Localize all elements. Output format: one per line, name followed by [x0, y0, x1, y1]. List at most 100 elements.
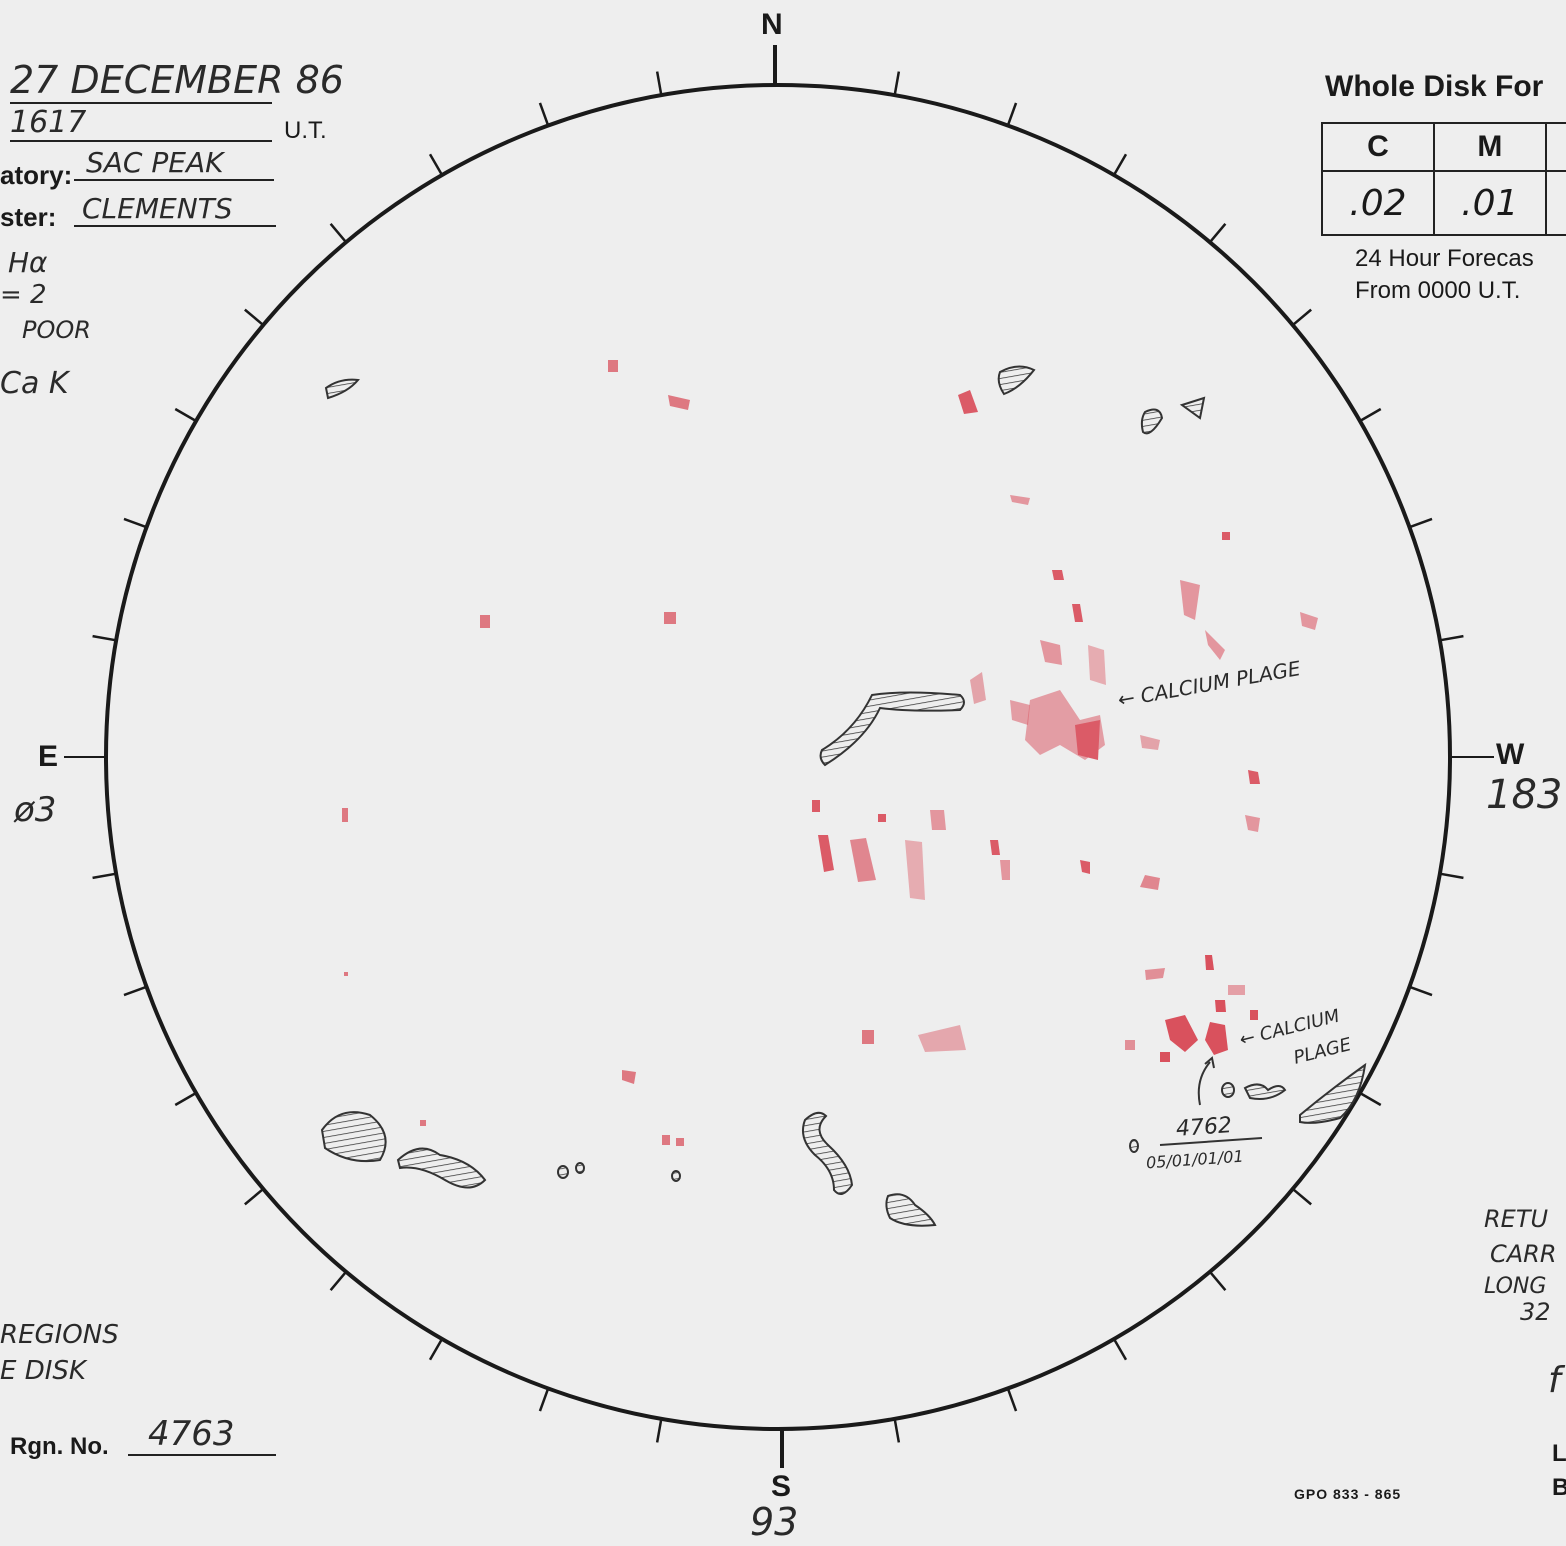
forecast-col-c: C — [1321, 122, 1435, 172]
limb-tick — [1208, 1270, 1227, 1291]
limb-tick — [1006, 102, 1018, 126]
spot-2 — [1243, 1083, 1287, 1100]
limb-tick — [329, 1270, 348, 1291]
right-note-line4: 32 — [1520, 1298, 1551, 1326]
limb-tick — [329, 223, 348, 244]
compass-north: N — [761, 8, 783, 41]
observation-line-cak: Ca K — [0, 366, 69, 401]
filament-southeast-1 — [320, 1111, 387, 1163]
filament-northeast — [324, 378, 360, 400]
limb-tick — [92, 634, 117, 642]
observation-line-seeing: = 2 — [0, 280, 47, 310]
limb-tick — [655, 1418, 663, 1443]
spot-1 — [1221, 1082, 1235, 1098]
plage-group-center — [812, 800, 1090, 900]
compass-west: W — [1496, 738, 1525, 771]
right-letter-1: L — [1552, 1440, 1566, 1467]
observatory-label: atory: — [0, 160, 73, 190]
region-number-form-field: 4763 — [128, 1414, 276, 1456]
filament-north-3 — [1179, 396, 1206, 420]
forecaster-label: ster: — [0, 202, 57, 232]
limb-tick — [1359, 407, 1382, 423]
limb-tick — [244, 308, 265, 327]
regions-note-line2: E DISK — [0, 1356, 86, 1386]
limb-tick — [1409, 517, 1433, 529]
filament-central — [819, 691, 965, 767]
limb-tick — [538, 1388, 550, 1412]
west-longitude: 183 — [1486, 772, 1563, 818]
limb-tick — [893, 71, 901, 96]
region-number-form-label: Rgn. No. — [10, 1433, 109, 1460]
limb-tick — [428, 1338, 444, 1361]
right-note-mark: f — [1548, 1360, 1561, 1401]
spot-6 — [1129, 1139, 1139, 1153]
limb-tick — [1112, 1338, 1128, 1361]
limb-tick — [1291, 1187, 1312, 1206]
forecast-title: Whole Disk For — [1325, 70, 1544, 103]
forecast-col-x — [1544, 122, 1566, 172]
date-field: 27 DECEMBER 86 — [10, 58, 344, 104]
forecast-note-line2: From 0000 U.T. — [1355, 277, 1521, 304]
plage-group-upper-right — [958, 390, 1318, 890]
right-note-line1: RETU — [1484, 1205, 1549, 1233]
limb-tick-marks — [92, 71, 1464, 1443]
limb-tick — [1208, 223, 1227, 244]
forecast-note-line1: 24 Hour Forecas — [1355, 245, 1534, 272]
filament-north-1 — [997, 365, 1036, 396]
compass-east: E — [38, 740, 59, 773]
limb-tick — [428, 153, 444, 176]
right-note-line2: CARR — [1490, 1240, 1557, 1268]
observation-line-quality: POOR — [22, 316, 91, 344]
observation-line-halpha: Hα — [8, 246, 48, 279]
right-note-line3: LONG — [1484, 1274, 1547, 1299]
limb-tick — [655, 71, 663, 96]
south-longitude: 93 — [750, 1500, 799, 1544]
compass-south: S — [771, 1470, 792, 1503]
forecast-table: C M .02 .01 — [1321, 122, 1566, 236]
spot-3 — [557, 1165, 569, 1179]
limb-tick — [174, 407, 197, 423]
forecast-value-m: .01 — [1432, 170, 1547, 236]
annotation-arrows — [1159, 1056, 1263, 1146]
region-arrow — [1197, 1061, 1211, 1106]
limb-tick — [1439, 872, 1464, 880]
limb-tick — [1409, 985, 1433, 997]
limb-tick — [174, 1091, 197, 1107]
limb-tick — [123, 517, 147, 529]
right-letter-2: B — [1552, 1474, 1566, 1501]
time-field: 1617 — [10, 105, 272, 142]
filament-southwest — [1299, 1062, 1367, 1124]
region-number-label: 4762 — [1175, 1113, 1233, 1142]
filaments — [320, 365, 1367, 1227]
plage-group-lower-right — [1125, 955, 1258, 1062]
limb-tick — [1439, 634, 1464, 642]
solar-limb-circle — [104, 83, 1452, 1431]
time-unit-label: U.T. — [284, 117, 327, 144]
limb-tick — [244, 1187, 265, 1206]
limb-tick — [92, 872, 117, 880]
filament-south-1 — [802, 1111, 854, 1195]
gpo-footer: GPO 833 - 865 — [1294, 1486, 1402, 1502]
limb-tick — [893, 1418, 901, 1443]
limb-tick — [538, 102, 550, 126]
east-longitude: ø3 — [14, 790, 57, 830]
region-label-rule — [1159, 1137, 1263, 1146]
forecast-col-m: M — [1432, 122, 1547, 172]
limb-tick — [1291, 308, 1312, 327]
filament-south-2 — [885, 1193, 937, 1227]
limb-tick — [1359, 1091, 1382, 1107]
plage-regions — [342, 360, 1318, 1146]
limb-tick — [1112, 153, 1128, 176]
spot-5 — [671, 1170, 681, 1182]
limb-tick — [1006, 1388, 1018, 1412]
spot-4 — [575, 1162, 585, 1174]
forecaster-field: CLEMENTS — [74, 192, 276, 227]
observatory-field: SAC PEAK — [74, 146, 274, 181]
regions-note-line1: REGIONS — [0, 1320, 119, 1350]
forecast-value-c: .02 — [1321, 170, 1435, 236]
filament-southeast-2 — [396, 1147, 487, 1189]
filament-north-2 — [1140, 408, 1164, 435]
limb-tick — [123, 985, 147, 997]
plage-scattered — [342, 360, 966, 1146]
